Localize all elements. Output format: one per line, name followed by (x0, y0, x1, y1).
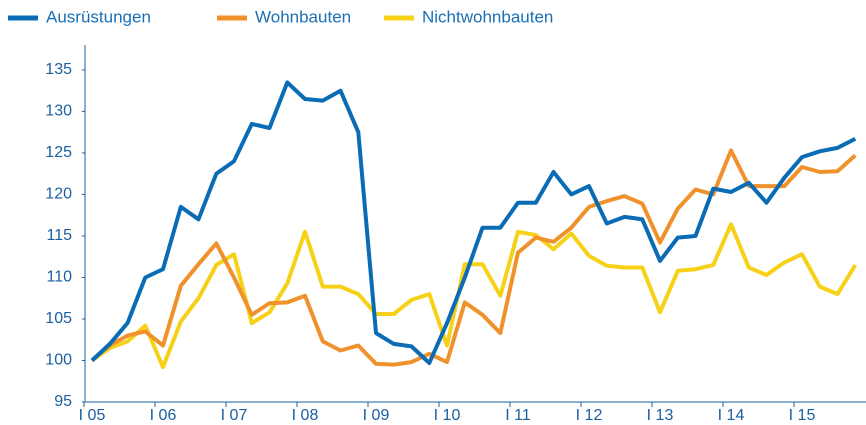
y-tick-label: 95 (54, 393, 72, 410)
y-tick-label: 105 (45, 310, 72, 327)
y-tick-label: 120 (45, 186, 72, 203)
x-tick-label: I 10 (434, 407, 461, 424)
legend: Ausrüstungen Wohnbauten Nichtwohnbauten (8, 7, 553, 26)
x-tick-label: I 13 (647, 407, 674, 424)
x-tick-label: I 11 (505, 407, 531, 424)
x-tick-label: I 07 (221, 407, 248, 424)
legend-label: Nichtwohnbauten (422, 7, 553, 26)
y-tick-label: 115 (46, 227, 72, 244)
x-tick-label: I 09 (363, 407, 390, 424)
x-tick-label: I 08 (292, 407, 319, 424)
x-tick-label: I 12 (576, 407, 603, 424)
x-tick-label: I 15 (789, 407, 816, 424)
series-line (90, 222, 858, 370)
y-tick-label: 110 (46, 269, 72, 286)
series-line (90, 80, 857, 365)
x-tick-label: I 05 (79, 407, 106, 424)
y-tick-label: 100 (45, 352, 72, 369)
y-tick-label: 125 (45, 144, 72, 161)
x-tick-label: I 06 (150, 407, 177, 424)
y-tick-label: 135 (45, 61, 72, 78)
y-tick-label: 130 (45, 103, 72, 120)
series-line (90, 148, 857, 367)
x-tick-label: I 14 (718, 407, 745, 424)
legend-label: Ausrüstungen (46, 7, 151, 26)
legend-label: Wohnbauten (255, 7, 351, 26)
